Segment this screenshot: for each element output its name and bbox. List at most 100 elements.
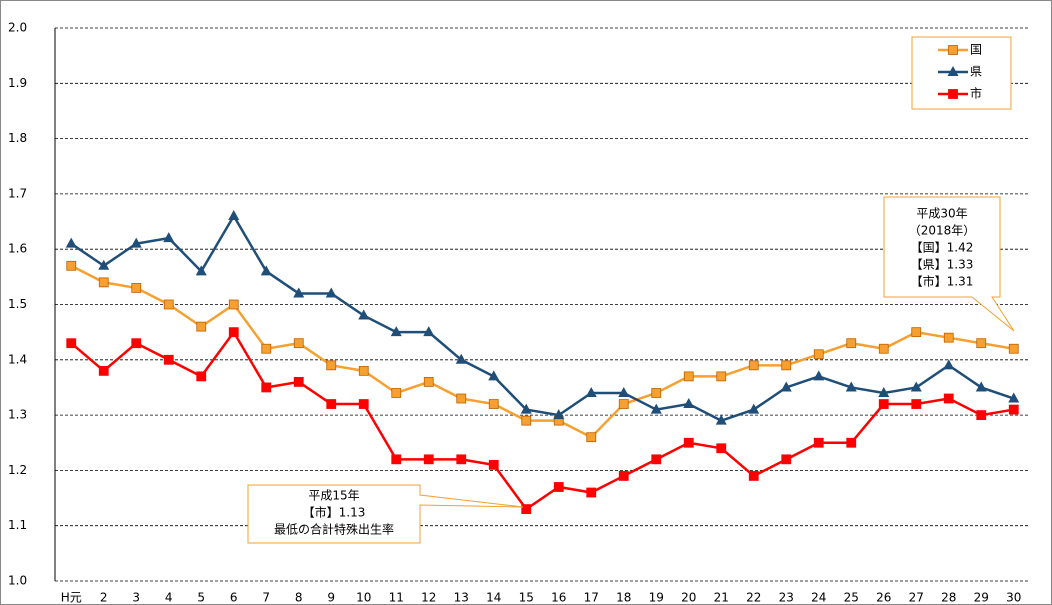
marker bbox=[196, 371, 207, 382]
marker bbox=[326, 360, 337, 371]
x-tick-label: 15 bbox=[519, 591, 534, 605]
x-tick-label: 16 bbox=[551, 591, 566, 605]
marker bbox=[586, 487, 597, 498]
marker bbox=[1008, 392, 1020, 403]
x-tick-label: 23 bbox=[779, 591, 794, 605]
y-tick-label: 1.5 bbox=[8, 297, 27, 311]
marker bbox=[910, 381, 922, 392]
annotation-text: 平成30年 bbox=[916, 207, 967, 221]
y-tick-label: 1.0 bbox=[8, 574, 27, 588]
marker bbox=[521, 504, 532, 515]
marker bbox=[66, 260, 77, 271]
x-tick-label: 17 bbox=[584, 591, 599, 605]
marker bbox=[553, 409, 565, 420]
x-tick-label: 22 bbox=[746, 591, 761, 605]
marker bbox=[261, 382, 272, 393]
x-tick-label: 13 bbox=[454, 591, 469, 605]
marker bbox=[585, 386, 597, 397]
marker bbox=[293, 338, 304, 349]
marker bbox=[391, 388, 402, 398]
callout-box bbox=[247, 484, 524, 544]
x-tick-label: 11 bbox=[389, 591, 404, 605]
x-tick-label: 25 bbox=[844, 591, 859, 605]
x-tick-label: 9 bbox=[327, 591, 335, 605]
marker bbox=[845, 381, 857, 392]
marker bbox=[781, 360, 792, 371]
marker bbox=[748, 360, 759, 371]
marker bbox=[553, 482, 564, 492]
marker bbox=[163, 299, 174, 310]
marker bbox=[948, 45, 958, 55]
series-line bbox=[70, 264, 1014, 439]
marker bbox=[66, 338, 77, 349]
marker bbox=[586, 432, 597, 443]
x-tick-label: 24 bbox=[811, 591, 826, 605]
marker bbox=[878, 386, 890, 397]
y-tick-label: 1.3 bbox=[8, 408, 27, 422]
x-tick-label: 2 bbox=[100, 591, 108, 605]
marker bbox=[976, 338, 987, 349]
marker bbox=[131, 338, 142, 349]
x-tick-label: 26 bbox=[876, 591, 891, 605]
legend-label: 市 bbox=[970, 86, 982, 101]
marker bbox=[358, 309, 370, 320]
marker bbox=[715, 414, 727, 425]
y-tick-label: 1.7 bbox=[8, 186, 27, 200]
marker bbox=[163, 354, 174, 365]
x-tick-label: 30 bbox=[1006, 591, 1021, 605]
marker bbox=[130, 237, 142, 248]
x-tick-label: 5 bbox=[197, 591, 205, 605]
marker bbox=[488, 459, 499, 470]
series-line bbox=[70, 329, 1014, 511]
marker bbox=[358, 399, 369, 409]
marker bbox=[260, 265, 272, 276]
marker bbox=[813, 370, 825, 381]
marker bbox=[846, 338, 857, 349]
legend-label: 県 bbox=[970, 65, 982, 79]
marker bbox=[781, 454, 792, 465]
x-tick-label: 4 bbox=[165, 591, 173, 605]
marker bbox=[65, 237, 77, 248]
x-tick-label: 3 bbox=[132, 591, 140, 605]
x-tick-label: 27 bbox=[909, 591, 924, 605]
annotation-text: 【市】1.31 bbox=[911, 274, 974, 289]
marker bbox=[651, 454, 662, 465]
annotation-text: 【県】1.33 bbox=[911, 258, 974, 272]
x-tick-label: 21 bbox=[714, 591, 729, 605]
x-tick-label: 6 bbox=[230, 591, 238, 605]
marker bbox=[878, 399, 889, 409]
marker bbox=[423, 454, 434, 465]
x-tick-label: 10 bbox=[356, 591, 371, 605]
marker bbox=[683, 371, 694, 382]
marker bbox=[391, 454, 402, 465]
marker bbox=[943, 359, 955, 370]
marker bbox=[716, 443, 727, 454]
marker bbox=[456, 393, 467, 404]
y-tick-label: 1.8 bbox=[8, 131, 27, 145]
y-tick-label: 1.2 bbox=[8, 463, 27, 477]
marker bbox=[358, 365, 369, 376]
y-tick-label: 1.1 bbox=[8, 518, 27, 532]
marker bbox=[748, 471, 759, 481]
marker bbox=[651, 388, 662, 398]
marker bbox=[261, 343, 272, 354]
marker bbox=[911, 399, 922, 409]
marker bbox=[163, 232, 175, 243]
x-tick-label: 18 bbox=[616, 591, 631, 605]
marker bbox=[423, 326, 435, 337]
marker bbox=[716, 371, 727, 382]
marker bbox=[520, 403, 532, 414]
x-tick-label: H元 bbox=[61, 591, 82, 605]
marker bbox=[1008, 343, 1019, 354]
marker bbox=[878, 343, 889, 354]
marker bbox=[488, 370, 500, 381]
marker bbox=[196, 321, 207, 332]
x-tick-label: 29 bbox=[974, 591, 989, 605]
marker bbox=[975, 381, 987, 392]
marker bbox=[813, 349, 824, 360]
marker bbox=[683, 437, 694, 448]
marker bbox=[780, 381, 792, 392]
marker bbox=[228, 210, 240, 221]
annotation-text: 最低の合計特殊出生率 bbox=[274, 522, 394, 537]
